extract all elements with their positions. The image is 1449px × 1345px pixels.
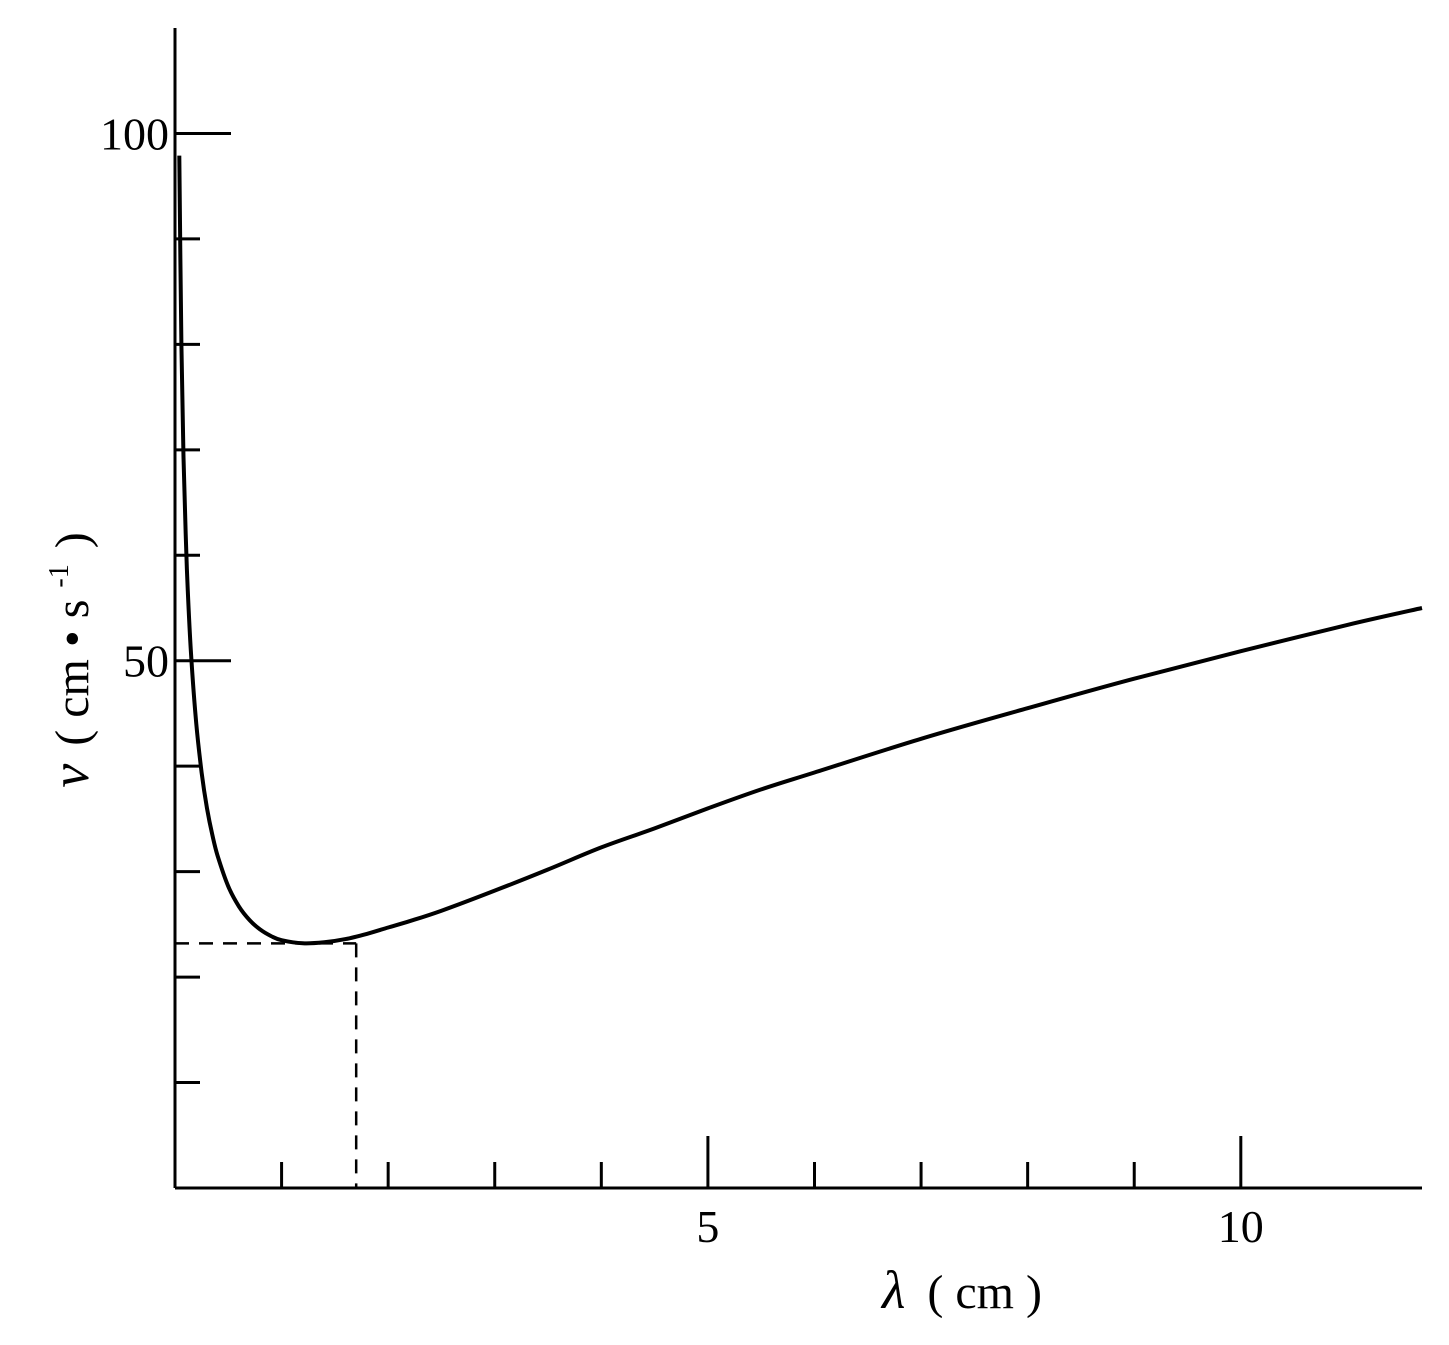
x-tick-label: 5 [696, 1201, 719, 1252]
x-axis-unit: ( cm ) [927, 1266, 1042, 1319]
y-axis-unit-open: ( cm [46, 659, 99, 746]
y-axis-label: v ( cm • s -1 ) [26, 532, 100, 787]
reference-lines [175, 942, 358, 1188]
x-axis-label: λ ( cm ) [880, 1260, 1042, 1320]
dispersion-curve [177, 155, 1423, 946]
y-axis-symbol: v [40, 764, 100, 788]
tick-labels: 5 10 50 100 [100, 108, 1264, 1252]
x-axis-symbol: λ [880, 1260, 905, 1320]
y-axis-unit-s: s [46, 600, 99, 619]
y-axis-unit-close: ) [46, 532, 99, 548]
x-tick-label: 10 [1218, 1201, 1264, 1252]
axes [173, 28, 1422, 1190]
y-axis-unit-exp: -1 [44, 564, 75, 587]
series [177, 155, 1423, 946]
y-tick-label: 100 [100, 108, 169, 159]
y-axis-unit-dot: • [46, 630, 99, 647]
y-tick-label: 50 [123, 636, 169, 687]
ticks [175, 131, 1243, 1188]
